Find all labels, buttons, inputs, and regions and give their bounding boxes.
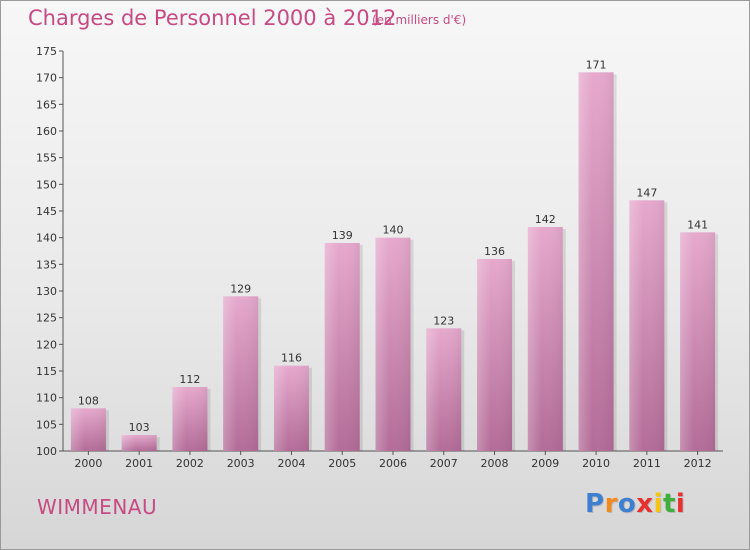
bar-highlight	[477, 259, 513, 451]
y-tick-label: 100	[36, 445, 57, 458]
x-tick-label: 2008	[481, 457, 509, 470]
logo-letter: i	[653, 489, 663, 519]
y-tick-label: 105	[36, 418, 57, 431]
data-label: 129	[230, 282, 251, 295]
y-tick-label: 130	[36, 285, 57, 298]
data-label: 136	[484, 245, 505, 258]
data-labels: 108 103 112 129 116 139 140 123 136 142 171 147 141	[78, 58, 708, 434]
y-tick-label: 120	[36, 338, 57, 351]
data-label: 108	[78, 394, 99, 407]
y-tick-label: 145	[36, 205, 57, 218]
x-tick-label: 2009	[531, 457, 559, 470]
bar-highlight	[223, 296, 259, 451]
bar-highlight	[375, 237, 411, 451]
data-label: 171	[586, 58, 607, 71]
x-tick-label: 2007	[430, 457, 458, 470]
bars	[70, 72, 719, 451]
bar-highlight	[273, 365, 309, 451]
logo-letter: r	[604, 489, 618, 519]
y-tick-label: 170	[36, 72, 57, 85]
data-label: 139	[332, 229, 353, 242]
x-tick-label: 2012	[684, 457, 712, 470]
bar-highlight	[629, 200, 665, 451]
y-tick-label: 110	[36, 392, 57, 405]
proxiti-logo[interactable]: Proxiti	[585, 489, 685, 519]
x-tick-label: 2003	[227, 457, 255, 470]
x-tick-label: 2001	[125, 457, 153, 470]
x-axis: 2000 2001 2002 2003 2004 2005 2006 2007 2008 2009…	[63, 450, 723, 470]
logo-letter: i	[675, 489, 686, 519]
data-label: 123	[433, 314, 454, 327]
y-tick-label: 165	[36, 98, 57, 111]
y-tick-label: 135	[36, 258, 57, 271]
chart-title: Charges de Personnel 2000 à 2012	[28, 6, 397, 30]
logo-letter: P	[585, 489, 605, 519]
data-label: 140	[383, 224, 404, 237]
y-tick-label: 160	[36, 125, 57, 138]
x-tick-label: 2002	[176, 457, 204, 470]
y-tick-label: 140	[36, 232, 57, 245]
logo-letter: o	[617, 489, 637, 519]
x-tick-label: 2011	[633, 457, 661, 470]
bar-highlight	[70, 408, 106, 451]
x-tick-label: 2000	[74, 457, 102, 470]
logo-letter: x	[636, 489, 654, 519]
x-tick-label: 2005	[328, 457, 356, 470]
bar-highlight	[121, 435, 157, 451]
bar-highlight	[172, 387, 208, 451]
data-label: 147	[636, 186, 657, 199]
bar-highlight	[680, 232, 716, 451]
x-tick-label: 2010	[582, 457, 610, 470]
data-label: 116	[281, 352, 302, 365]
x-tick-label: 2006	[379, 457, 407, 470]
y-tick-label: 125	[36, 312, 57, 325]
data-label: 112	[179, 373, 200, 386]
bar-highlight	[578, 72, 614, 451]
bar-highlight	[324, 243, 360, 451]
data-label: 142	[535, 213, 556, 226]
bar-highlight	[527, 227, 563, 451]
x-tick-label: 2004	[277, 457, 305, 470]
chart-subtitle: (en milliers d'€)	[372, 13, 467, 27]
logo-letter: t	[662, 489, 676, 519]
y-tick-label: 175	[36, 45, 57, 58]
y-tick-label: 155	[36, 152, 57, 165]
y-axis: 100 105 110 115 120 125 130 135 140 145 150 155 160 1…	[36, 45, 64, 458]
data-label: 141	[687, 218, 708, 231]
y-tick-label: 115	[36, 365, 57, 378]
data-label: 103	[129, 421, 150, 434]
bar-highlight	[426, 328, 462, 451]
y-tick-label: 150	[36, 178, 57, 191]
commune-name: WIMMENAU	[37, 495, 158, 519]
